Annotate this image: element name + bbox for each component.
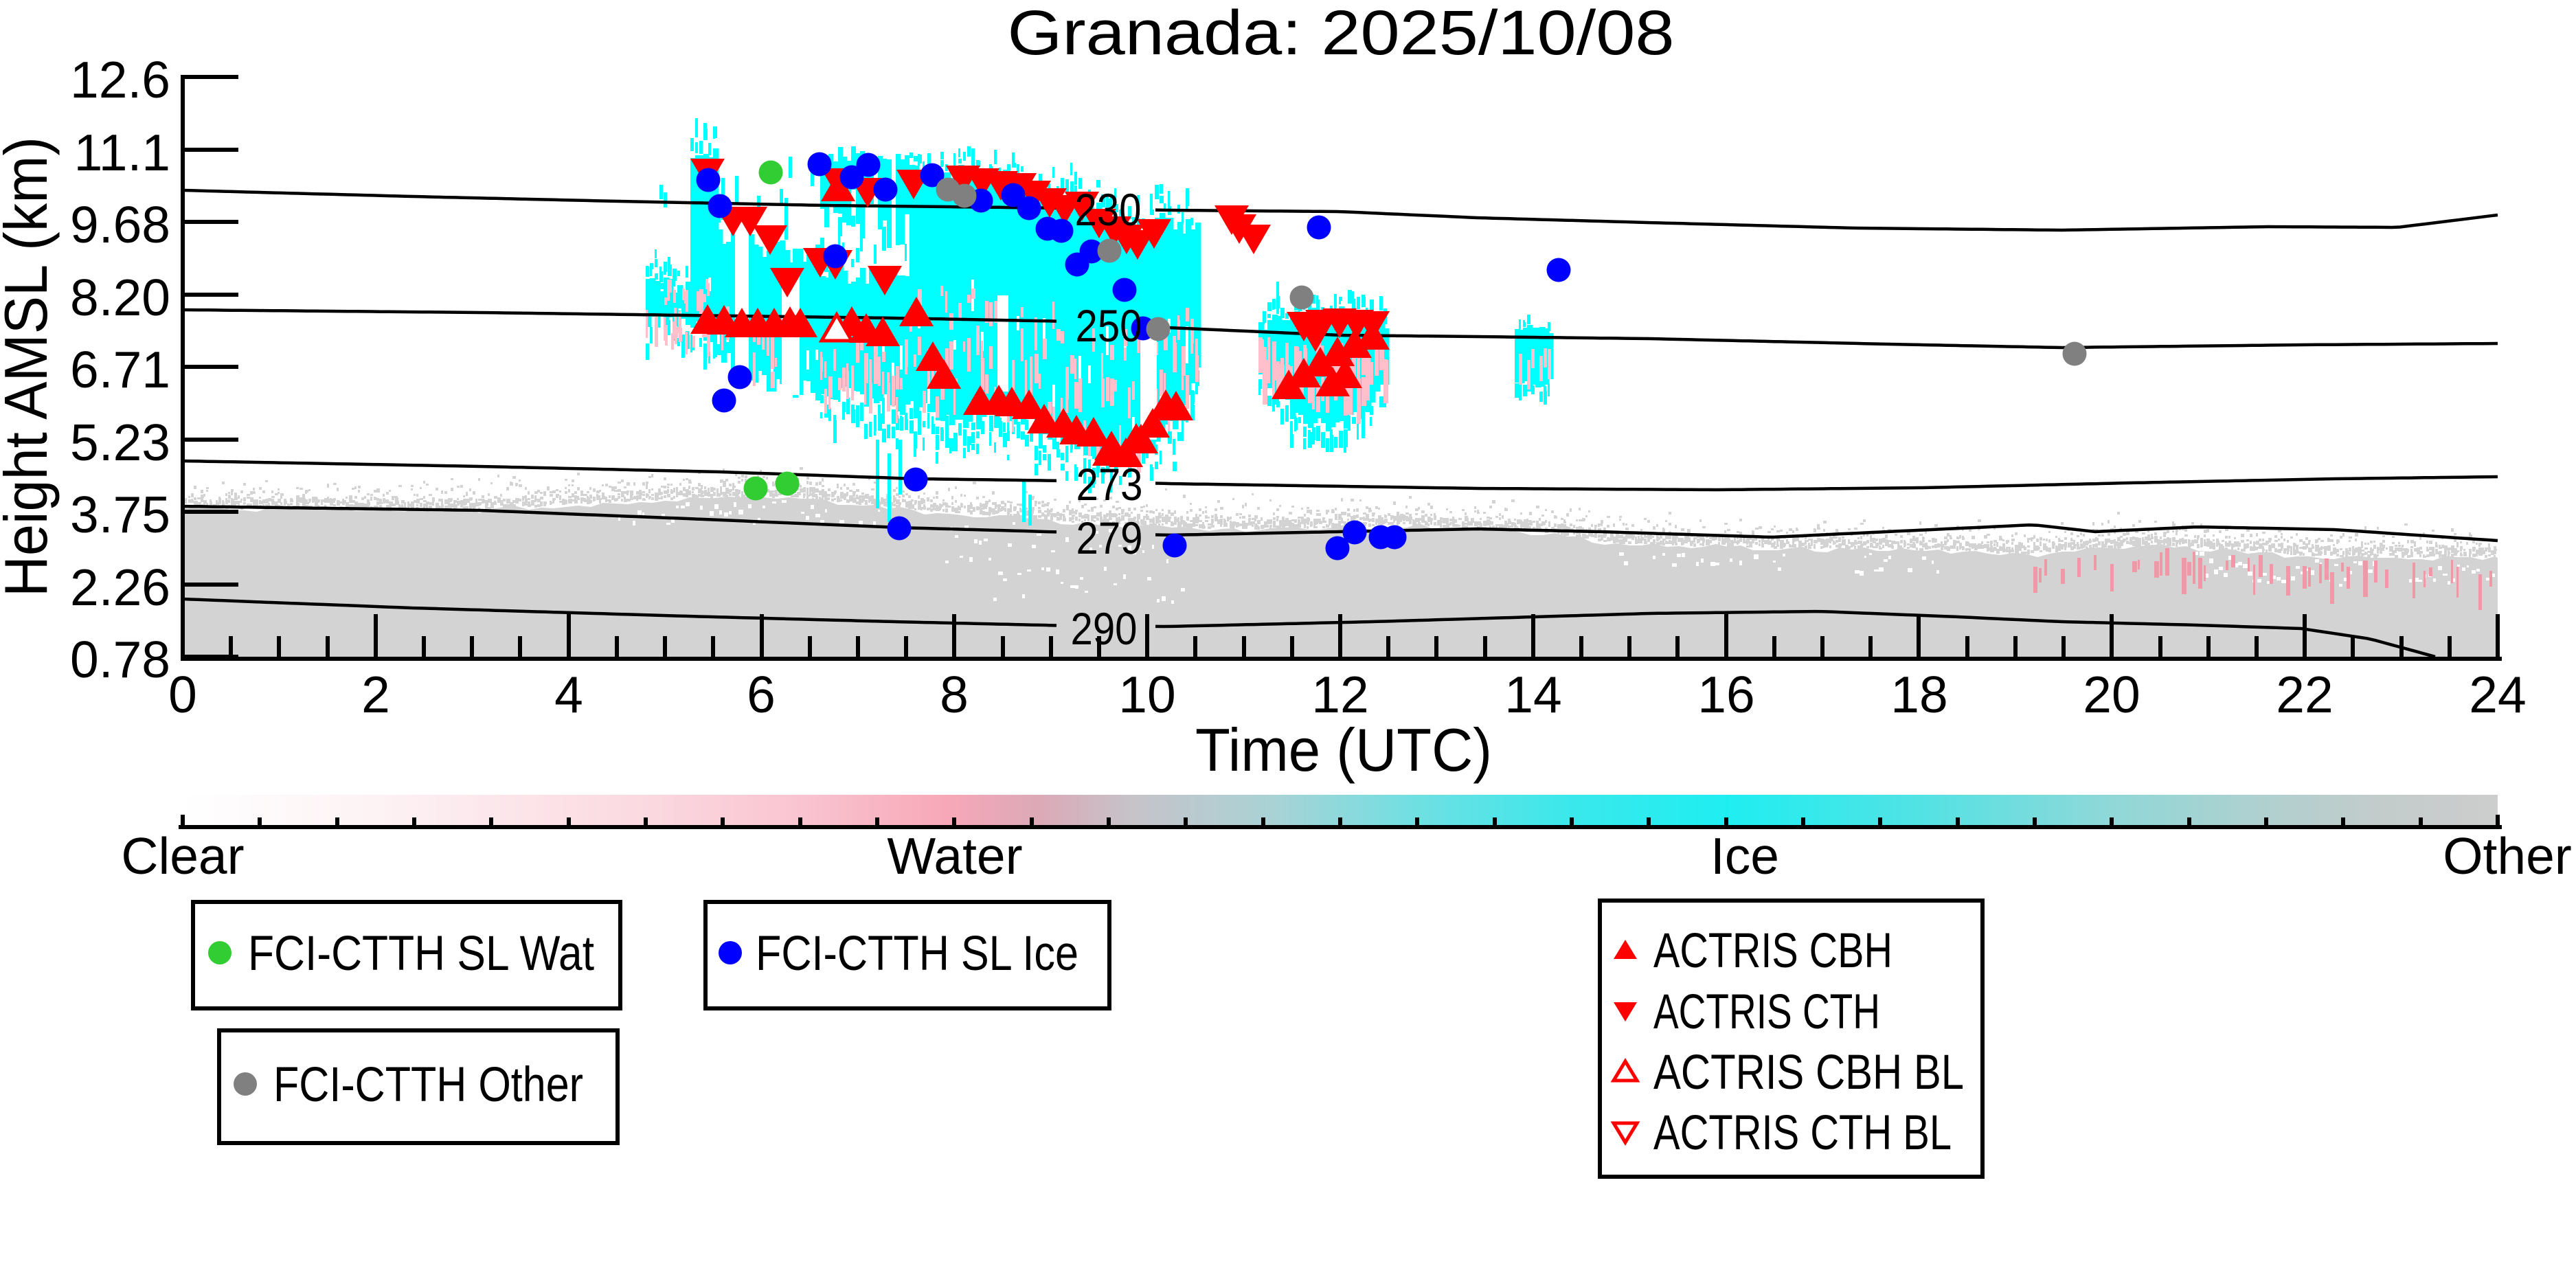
svg-text:14: 14 xyxy=(1504,666,1561,723)
svg-text:9.68: 9.68 xyxy=(70,196,170,253)
svg-text:ACTRIS CBH BL: ACTRIS CBH BL xyxy=(1653,1046,1964,1100)
svg-text:24: 24 xyxy=(2469,666,2526,723)
svg-text:11.1: 11.1 xyxy=(74,124,170,181)
svg-text:12: 12 xyxy=(1311,666,1368,723)
svg-text:FCI-CTTH SL Wat: FCI-CTTH SL Wat xyxy=(248,927,594,981)
svg-text:22: 22 xyxy=(2276,666,2333,723)
svg-text:16: 16 xyxy=(1697,666,1754,723)
svg-text:Ice: Ice xyxy=(1710,827,1779,885)
svg-text:12.6: 12.6 xyxy=(70,51,170,109)
svg-text:4: 4 xyxy=(554,666,583,723)
svg-text:250: 250 xyxy=(1076,300,1142,351)
svg-text:FCI-CTTH SL Ice: FCI-CTTH SL Ice xyxy=(756,927,1078,981)
svg-text:2.26: 2.26 xyxy=(70,558,170,616)
svg-text:Other: Other xyxy=(2443,827,2572,885)
svg-text:FCI-CTTH Other: FCI-CTTH Other xyxy=(273,1058,583,1112)
svg-text:6.71: 6.71 xyxy=(70,341,170,398)
svg-text:18: 18 xyxy=(1890,666,1947,723)
svg-text:290: 290 xyxy=(1071,603,1138,654)
svg-text:8: 8 xyxy=(940,666,969,723)
svg-text:ACTRIS CBH: ACTRIS CBH xyxy=(1653,924,1893,978)
svg-text:ACTRIS CTH BL: ACTRIS CTH BL xyxy=(1653,1106,1952,1160)
svg-text:8.20: 8.20 xyxy=(70,269,170,326)
svg-text:Height AMSL (km): Height AMSL (km) xyxy=(0,137,60,597)
svg-text:5.23: 5.23 xyxy=(70,414,170,471)
svg-text:273: 273 xyxy=(1076,459,1143,510)
svg-text:Time (UTC): Time (UTC) xyxy=(1195,716,1492,784)
svg-text:20: 20 xyxy=(2083,666,2140,723)
svg-text:2: 2 xyxy=(361,666,390,723)
svg-text:10: 10 xyxy=(1118,666,1175,723)
svg-text:ACTRIS CTH: ACTRIS CTH xyxy=(1653,985,1880,1039)
svg-text:0.78: 0.78 xyxy=(70,631,170,688)
svg-text:0: 0 xyxy=(168,666,197,723)
svg-text:230: 230 xyxy=(1075,184,1142,235)
svg-text:279: 279 xyxy=(1076,512,1143,563)
svg-text:Clear: Clear xyxy=(121,827,244,885)
svg-text:6: 6 xyxy=(747,666,776,723)
svg-text:Granada: 2025/10/08: Granada: 2025/10/08 xyxy=(1008,0,1675,68)
svg-text:3.75: 3.75 xyxy=(70,486,170,543)
svg-text:Water: Water xyxy=(887,827,1022,885)
